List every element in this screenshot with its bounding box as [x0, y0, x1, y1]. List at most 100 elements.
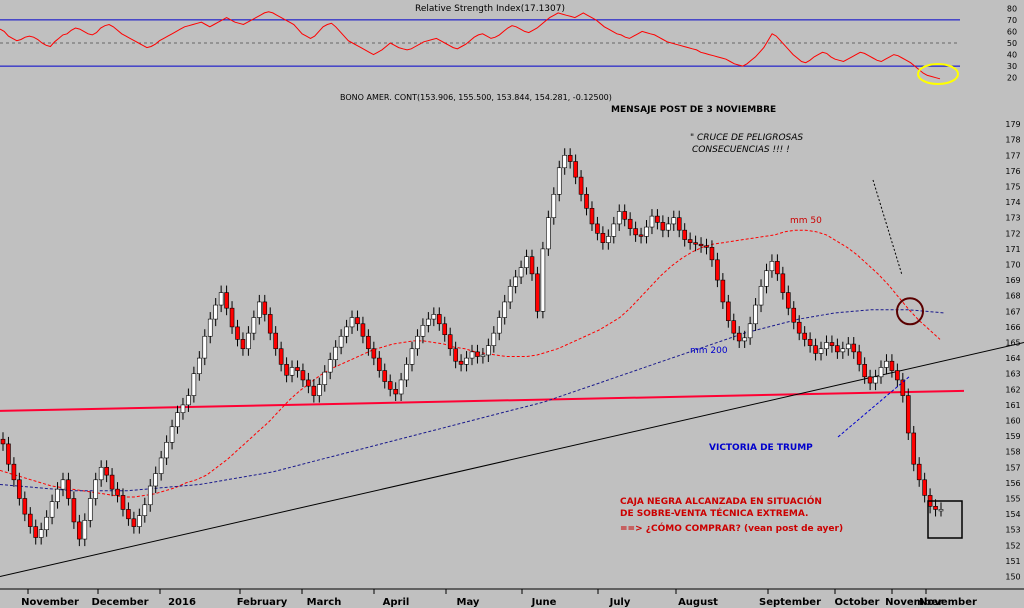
candle-body — [278, 348, 284, 365]
candle-body — [649, 215, 655, 228]
candle-body — [753, 304, 758, 325]
candle-body — [486, 345, 491, 356]
candle-body — [17, 479, 22, 499]
candle-body — [213, 304, 218, 320]
price-tick-label: 174 — [1005, 198, 1020, 207]
candle-body — [262, 301, 268, 315]
support-horizontal-line — [0, 389, 965, 412]
candle-body — [387, 381, 393, 390]
candle-body — [398, 379, 404, 395]
candle-body — [551, 193, 557, 218]
price-tick-label: 155 — [1005, 495, 1020, 504]
candle-body — [562, 154, 568, 169]
x-tick-label: November — [885, 597, 943, 608]
candle-body — [251, 317, 257, 334]
candle-body — [98, 467, 104, 481]
candle-body — [11, 463, 17, 481]
candle-body — [327, 359, 333, 373]
caja-annotation-line2: DE SOBRE-VENTA TÉCNICA EXTREMA. — [620, 507, 808, 519]
candle-body — [535, 273, 540, 312]
candle-body — [169, 426, 175, 443]
candle-body — [191, 373, 197, 396]
candle-body — [709, 247, 715, 261]
rsi-oversold-highlight — [917, 63, 959, 85]
candle-body — [71, 498, 77, 523]
candle-body — [687, 239, 693, 243]
price-tick-label: 168 — [1005, 292, 1020, 301]
candle-body — [153, 473, 158, 487]
candle-body — [720, 279, 726, 303]
candle-body — [867, 376, 873, 384]
candle-body — [109, 474, 115, 490]
candle-body — [595, 223, 600, 234]
rsi-axis-ticks: 20 30 40 50 60 70 80 — [1007, 4, 1017, 82]
candle-body — [627, 218, 633, 229]
price-tick-label: 169 — [1005, 276, 1020, 285]
x-tick-label: October — [835, 597, 880, 608]
x-tick-label: July — [609, 597, 631, 608]
price-tick-label: 164 — [1005, 354, 1020, 363]
candle-body — [764, 270, 769, 287]
candle-body — [933, 506, 938, 510]
candle-body — [235, 326, 240, 340]
candle-body — [66, 479, 71, 499]
rsi-line — [0, 11, 941, 80]
price-tick-label: 172 — [1005, 229, 1020, 238]
candle-body — [840, 348, 846, 353]
price-tick-label: 179 — [1005, 120, 1020, 129]
candle-body — [453, 348, 458, 362]
candle-body — [873, 376, 878, 384]
candle-body — [747, 323, 753, 339]
candle-body — [666, 223, 671, 231]
rsi-title: Relative Strength Index(17.1307) — [415, 4, 565, 14]
rsi-reference-lines — [0, 19, 960, 67]
candle-body — [376, 357, 382, 371]
price-panel: 150 151 152 153 154 155 156 157 158 159 160 161 162 1… — [0, 93, 1024, 608]
ma-cross-circle — [896, 297, 924, 326]
candle-body — [175, 412, 180, 428]
candle-body — [306, 379, 311, 387]
candle-body — [922, 479, 927, 496]
x-tick-label: May — [457, 597, 480, 608]
price-tick-label: 161 — [1005, 401, 1020, 410]
candle-body — [207, 318, 213, 337]
price-tick-label: 162 — [1005, 385, 1020, 394]
candle-body — [431, 314, 437, 320]
candle-body — [27, 513, 33, 527]
candle-body — [447, 334, 453, 350]
candle-body — [147, 485, 153, 506]
candle-body — [513, 276, 518, 287]
rsi-tick-label: 50 — [1007, 39, 1017, 48]
candle-body — [300, 370, 306, 381]
candle-body — [464, 357, 469, 365]
candle-body — [197, 357, 202, 375]
candle-body — [573, 161, 578, 178]
candle-body — [715, 259, 720, 281]
x-tick-label: March — [307, 597, 342, 608]
rsi-tick-label: 70 — [1007, 16, 1017, 25]
candle-body — [829, 342, 835, 346]
candle-body — [480, 354, 486, 357]
candle-body — [257, 301, 262, 318]
price-tick-label: 170 — [1005, 260, 1020, 269]
candle-body — [600, 232, 606, 243]
candle-body — [556, 167, 562, 195]
trump-label: VICTORIA DE TRUMP — [709, 443, 813, 453]
candle-body — [284, 364, 289, 376]
candle-body — [584, 193, 589, 209]
candle-body — [338, 335, 344, 348]
candle-body — [22, 498, 28, 515]
candle-body — [246, 332, 251, 350]
candle-body — [818, 348, 824, 354]
candle-body — [371, 348, 377, 359]
candle-body — [731, 320, 737, 334]
candle-body — [49, 501, 55, 518]
candle-body — [524, 256, 529, 268]
price-title: BONO AMER. CONT(153.906, 155.500, 153.84… — [340, 93, 612, 102]
candle-body — [676, 217, 682, 231]
candle-body — [911, 432, 917, 465]
price-tick-label: 159 — [1005, 432, 1020, 441]
candle-body — [769, 261, 775, 272]
price-tick-label: 175 — [1005, 182, 1020, 191]
